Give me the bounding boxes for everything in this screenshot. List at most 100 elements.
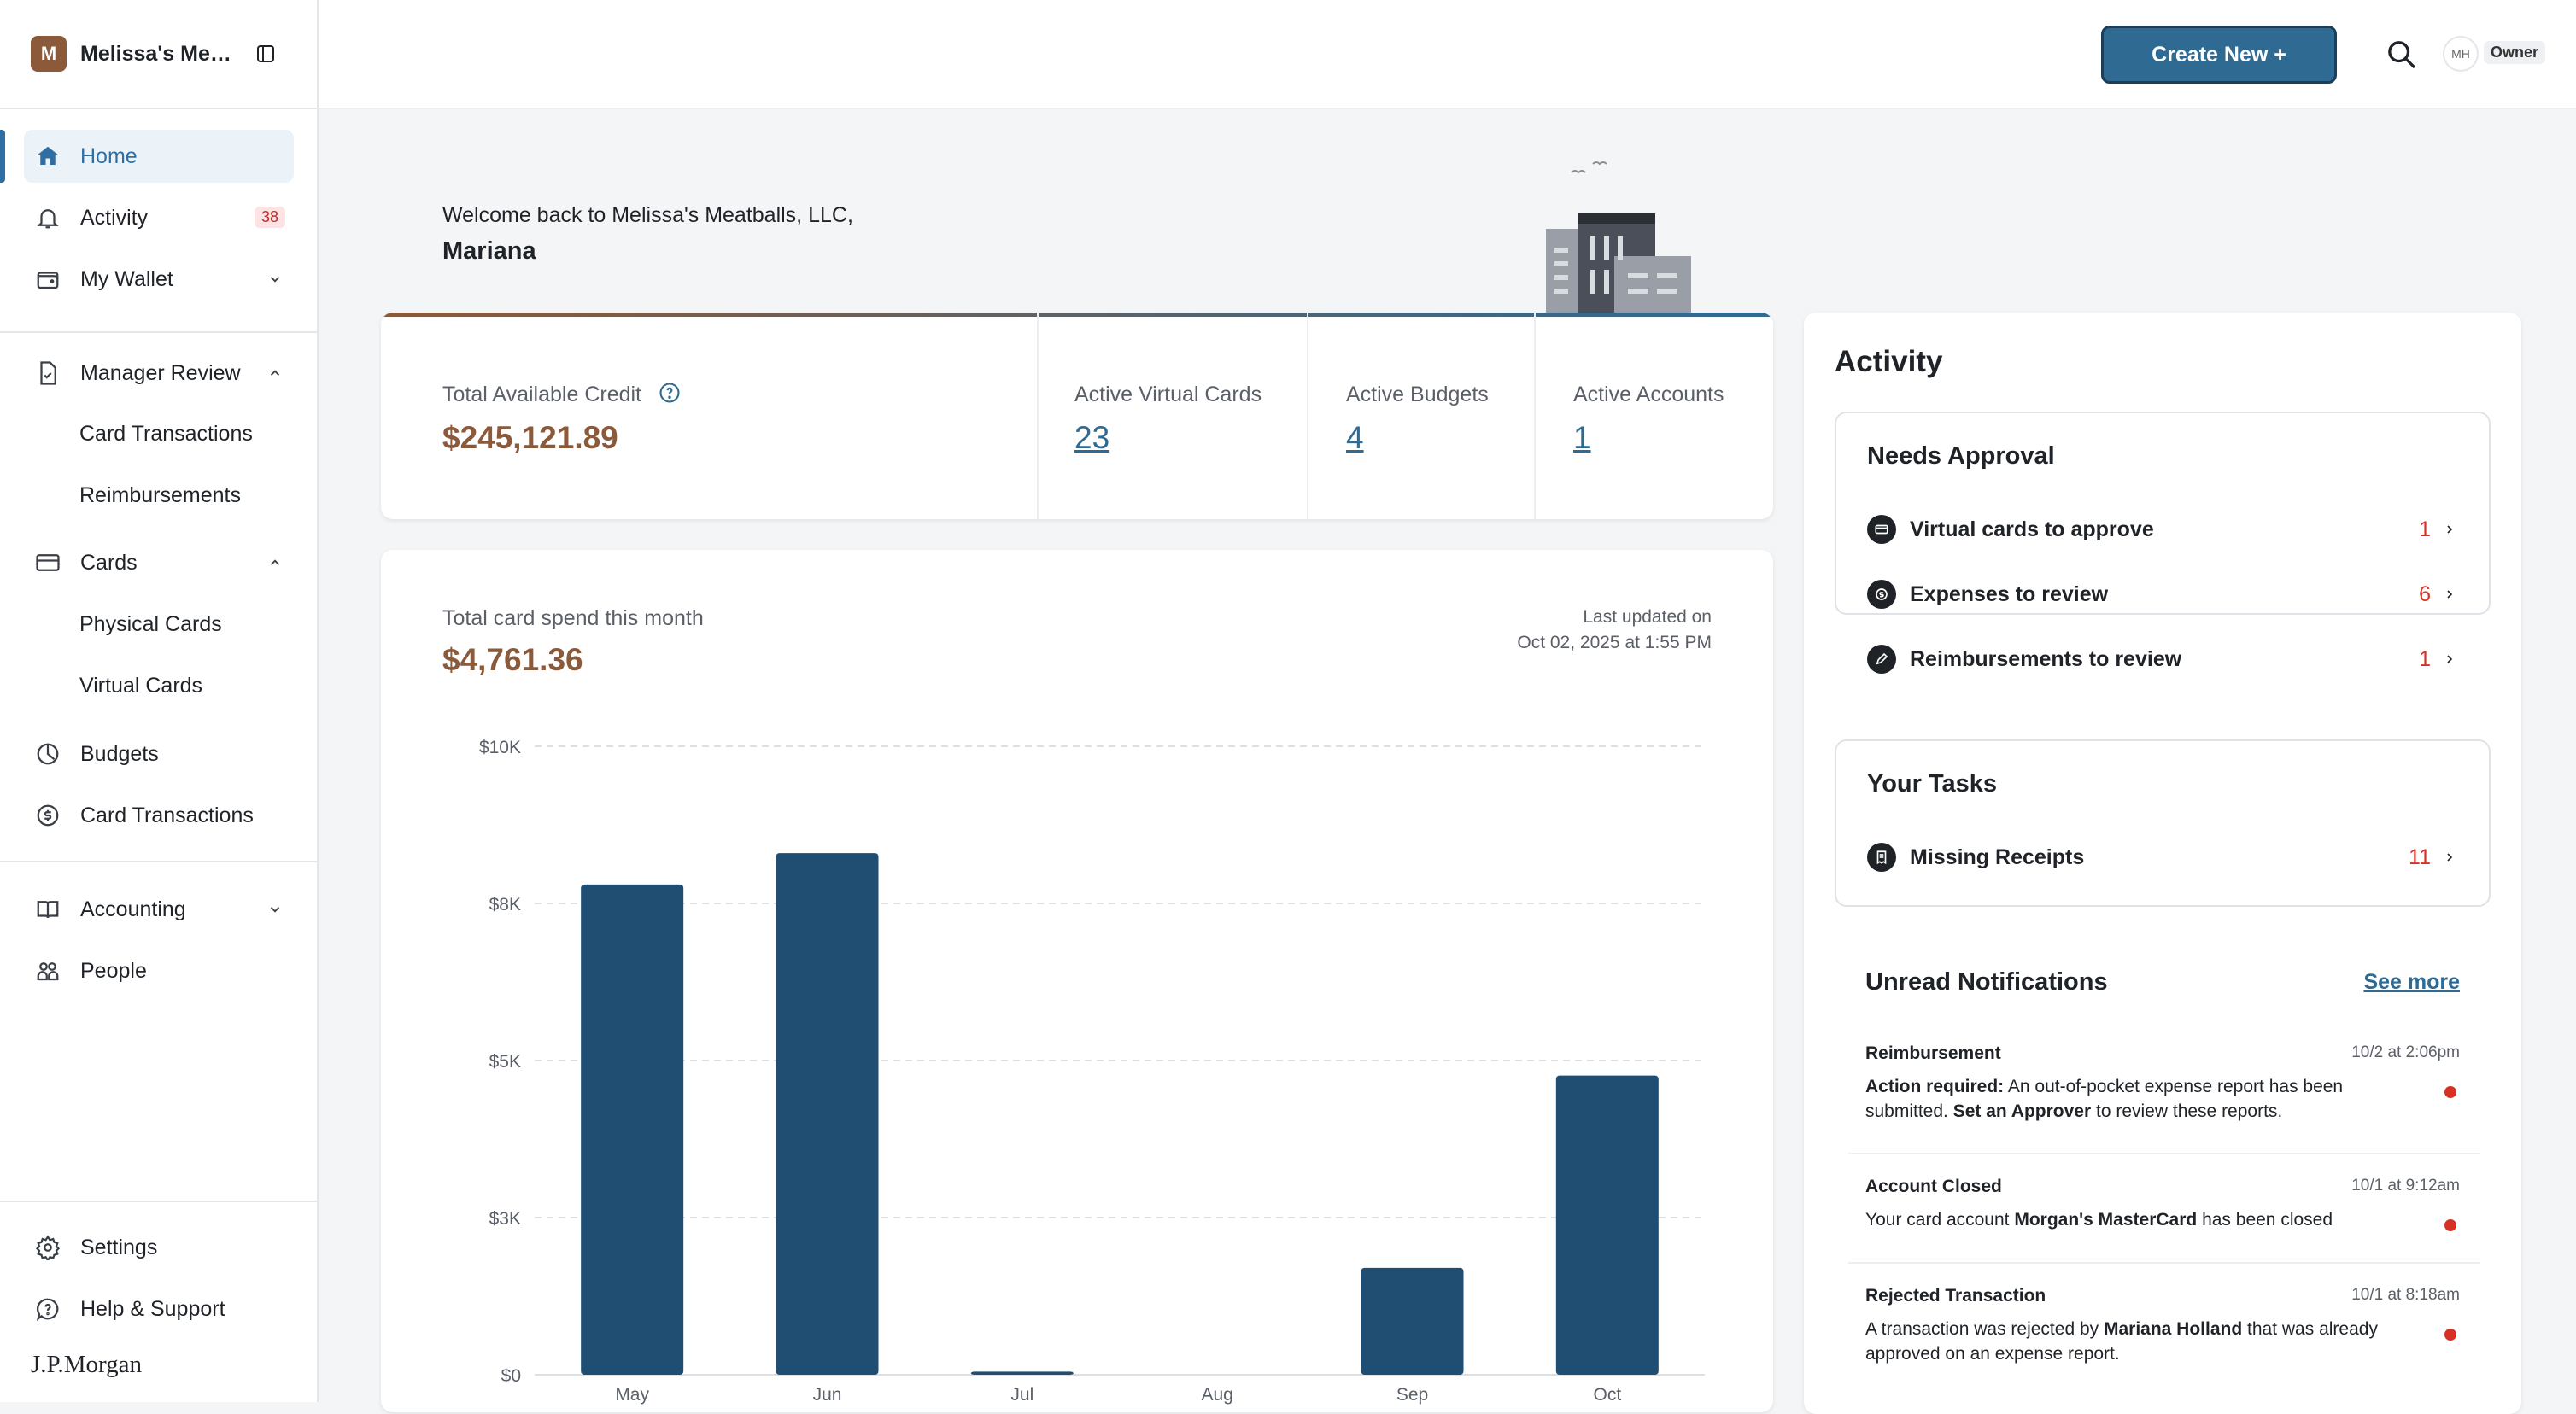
total-credit-label: Total Available Credit	[442, 383, 642, 406]
sidebar-item-cards[interactable]: Cards	[24, 536, 294, 589]
pencil-icon	[1867, 645, 1896, 674]
see-more-link[interactable]: See more	[2363, 970, 2460, 994]
people-icon	[31, 954, 65, 988]
user-avatar[interactable]: MH	[2443, 36, 2479, 72]
bar-jun[interactable]	[776, 853, 879, 1375]
active-accounts-label: Active Accounts	[1573, 383, 1724, 406]
spend-chart-card: Total card spend this month $4,761.36 La…	[381, 550, 1773, 1412]
approval-row-reimbursements[interactable]: Reimbursements to review 1	[1867, 642, 2465, 676]
active-accounts-link[interactable]: 1	[1573, 420, 1591, 455]
y-tick-label: $8K	[489, 895, 521, 914]
notification-time: 10/2 at 2:06pm	[2351, 1043, 2460, 1061]
welcome-name: Mariana	[442, 237, 536, 265]
sidebar-subitem-physical-cards[interactable]: Physical Cards	[79, 612, 222, 636]
notification-time: 10/1 at 8:18am	[2351, 1286, 2460, 1304]
approval-row-count: 1	[2419, 517, 2431, 541]
sidebar-subitem-virtual-cards[interactable]: Virtual Cards	[79, 674, 203, 698]
create-new-button[interactable]: Create New +	[2101, 26, 2337, 84]
active-virtual-cards-link[interactable]: 23	[1074, 420, 1110, 455]
x-tick-label: Jun	[813, 1385, 842, 1405]
sidebar-item-people[interactable]: People	[24, 944, 294, 997]
stats-accent-line	[381, 313, 1773, 317]
approval-row-count: 6	[2419, 581, 2431, 606]
last-updated-line1: Last updated on	[1583, 607, 1712, 627]
jpmorgan-logo: J.P.Morgan	[31, 1351, 142, 1378]
sidebar-subitem-card-transactions[interactable]: Card Transactions	[79, 422, 253, 446]
notification-title: Reimbursement	[1865, 1043, 2001, 1063]
chevron-right-icon	[2441, 651, 2458, 668]
sidebar-item-settings[interactable]: Settings	[24, 1221, 294, 1274]
chevron-right-icon	[2441, 521, 2458, 538]
notification-item[interactable]: Account Closed 10/1 at 9:12am Your card …	[1865, 1177, 2460, 1232]
chevron-right-icon	[2441, 586, 2458, 603]
notification-item[interactable]: Rejected Transaction 10/1 at 8:18am A tr…	[1865, 1286, 2460, 1366]
y-tick-label: $10K	[479, 738, 521, 757]
sidebar-item-label: Cards	[80, 550, 138, 575]
document-check-icon	[31, 356, 65, 390]
active-budgets-link[interactable]: 4	[1346, 420, 1364, 455]
approval-row-expenses[interactable]: Expenses to review 6	[1867, 577, 2465, 611]
info-icon[interactable]	[658, 381, 682, 405]
sidebar-collapse-icon[interactable]	[255, 43, 277, 65]
bar-may[interactable]	[581, 884, 684, 1375]
x-tick-label: May	[615, 1385, 649, 1405]
x-tick-label: Oct	[1593, 1385, 1621, 1405]
last-updated: Last updated on Oct 02, 2025 at 1:55 PM	[1517, 605, 1712, 656]
task-row-label: Missing Receipts	[1910, 844, 2085, 869]
stat-divider	[1037, 313, 1039, 519]
sidebar: M Melissa's Mea... Home Activity 38 My W…	[0, 0, 319, 1402]
pie-clock-icon	[31, 737, 65, 771]
sidebar-item-help[interactable]: Help & Support	[24, 1283, 294, 1335]
wallet-icon	[31, 262, 65, 296]
chevron-right-icon	[2441, 849, 2458, 866]
notification-title: Account Closed	[1865, 1177, 2002, 1196]
bar-oct[interactable]	[1555, 1075, 1659, 1375]
needs-approval-box: Needs Approval Virtual cards to approve …	[1835, 412, 2491, 674]
sidebar-item-label: Settings	[80, 1235, 158, 1259]
sidebar-subitem-reimbursements[interactable]: Reimbursements	[79, 483, 241, 507]
help-bubble-icon	[31, 1292, 65, 1326]
sidebar-item-label: People	[80, 958, 147, 983]
org-name[interactable]: Melissa's Mea...	[80, 41, 234, 66]
sidebar-item-activity[interactable]: Activity	[24, 191, 294, 244]
sidebar-item-wallet[interactable]: My Wallet	[24, 253, 294, 306]
book-icon	[31, 892, 65, 926]
notification-body: Action required: An out-of-pocket expens…	[1865, 1077, 2344, 1121]
sidebar-item-card-transactions[interactable]: Card Transactions	[24, 789, 294, 842]
spend-label: Total card spend this month	[442, 606, 704, 630]
notification-item[interactable]: Reimbursement 10/2 at 2:06pm Action requ…	[1865, 1043, 2460, 1124]
unread-dot	[2444, 1086, 2456, 1098]
approval-row-label: Virtual cards to approve	[1910, 517, 2154, 541]
approval-row-count: 1	[2419, 646, 2431, 671]
your-tasks-box: Your Tasks Missing Receipts 11	[1835, 739, 2491, 907]
total-credit-value: $245,121.89	[442, 420, 618, 455]
bar-jul[interactable]	[970, 1371, 1074, 1375]
x-tick-label: Aug	[1201, 1385, 1232, 1405]
sidebar-item-label: Accounting	[80, 897, 186, 921]
stat-divider	[1307, 313, 1308, 519]
search-icon[interactable]	[2385, 38, 2419, 72]
bar-sep[interactable]	[1361, 1267, 1464, 1375]
task-row-missing-receipts[interactable]: Missing Receipts 11	[1867, 840, 2465, 874]
chevron-up-icon[interactable]	[263, 361, 287, 385]
chevron-down-icon[interactable]	[263, 897, 287, 921]
spend-bar-chart: $0 $3K $5K $8K $10K May Jun Jul Aug Sep Oct	[479, 738, 1705, 1405]
y-tick-label: $0	[501, 1366, 521, 1386]
home-icon	[31, 139, 65, 173]
sidebar-item-label: My Wallet	[80, 266, 173, 291]
org-avatar: M	[31, 36, 67, 72]
chevron-down-icon[interactable]	[263, 267, 287, 291]
active-budgets-label: Active Budgets	[1346, 383, 1489, 406]
approval-row-label: Expenses to review	[1910, 581, 2109, 606]
approval-row-virtual-cards[interactable]: Virtual cards to approve 1	[1867, 512, 2465, 546]
org-switcher[interactable]: M Melissa's Mea...	[0, 0, 317, 109]
chevron-up-icon[interactable]	[263, 551, 287, 575]
sidebar-item-home[interactable]: Home	[24, 130, 294, 183]
task-row-count: 11	[2409, 844, 2431, 869]
activity-count-badge: 38	[255, 207, 286, 228]
active-indicator	[0, 130, 5, 183]
sidebar-item-label: Card Transactions	[80, 803, 254, 827]
sidebar-item-budgets[interactable]: Budgets	[24, 727, 294, 780]
sidebar-item-manager-review[interactable]: Manager Review	[24, 347, 294, 400]
sidebar-item-accounting[interactable]: Accounting	[24, 883, 294, 936]
